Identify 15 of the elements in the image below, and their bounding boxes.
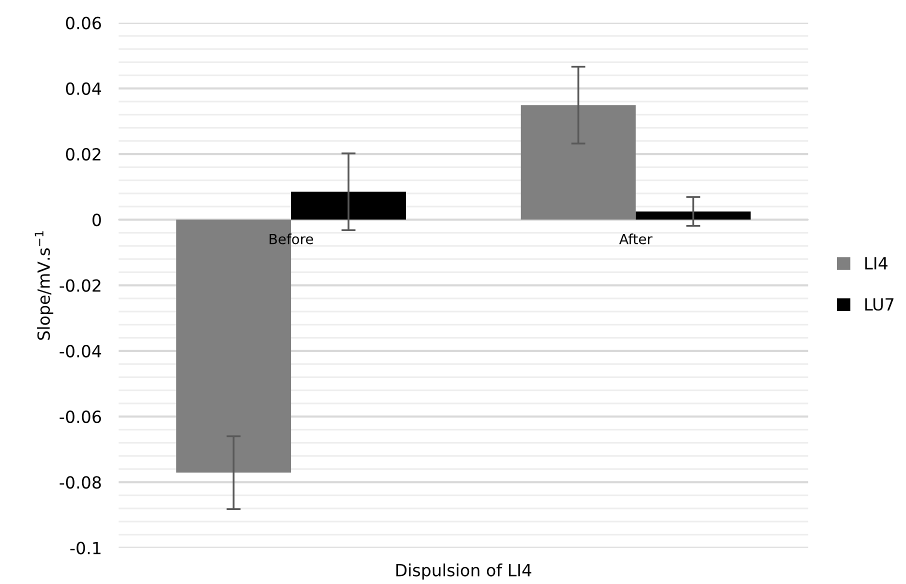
x-axis-title: Dispulsion of LI4 [396,564,532,580]
legend-label: LU7 [865,298,894,311]
y-tick-label: -0.08 [60,476,101,489]
y-tick-label: 0.06 [66,16,101,30]
y-tick-label: -0.02 [60,279,100,292]
legend-label: LI4 [865,257,888,270]
x-tick-label: After [619,234,652,244]
x-tick-label: Before [270,234,314,244]
y-tick-label: -0.06 [60,410,101,424]
y-tick-label: -0.04 [60,344,102,358]
y-tick-label: -0.1 [70,542,100,554]
y-axis-title: Slope/mV.s$^{−1}$ [34,231,54,340]
y-tick-label: 0.04 [66,82,102,95]
y-tick-label: 0.02 [66,148,100,161]
y-tick-label: 0 [92,214,101,226]
